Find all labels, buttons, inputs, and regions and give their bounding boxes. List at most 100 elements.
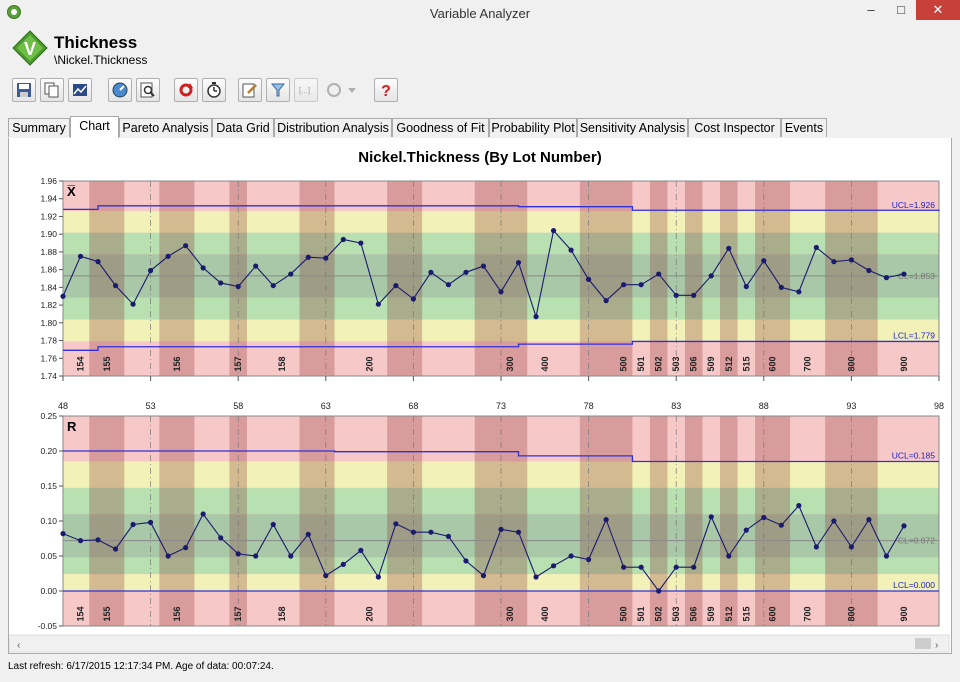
x-tick-label: 88	[759, 401, 769, 411]
lot-label: 502	[654, 356, 664, 371]
dropdown-icon[interactable]	[344, 78, 360, 102]
data-point	[183, 545, 189, 551]
lot-label: 700	[803, 606, 813, 621]
lot-label: 515	[741, 606, 751, 621]
minimize-button[interactable]: –	[867, 2, 875, 17]
data-point	[235, 283, 241, 290]
data-point	[445, 533, 452, 539]
undo-icon[interactable]	[322, 78, 346, 102]
lot-label: 155	[102, 356, 112, 371]
data-point	[761, 514, 767, 521]
data-point	[901, 523, 907, 529]
lot-label: 155	[102, 606, 112, 621]
data-point	[288, 553, 294, 559]
tab-pareto-analysis[interactable]: Pareto Analysis	[119, 118, 212, 137]
x-tick-label: 78	[584, 401, 594, 411]
data-point	[568, 247, 574, 253]
data-point	[130, 301, 136, 307]
data-point	[866, 517, 872, 523]
tab-summary[interactable]: Summary	[8, 118, 70, 137]
data-point	[743, 283, 749, 290]
window-titlebar: Variable Analyzer – □ ✕	[0, 0, 960, 27]
tab-goodness-of-fit[interactable]: Goodness of Fit	[392, 118, 489, 137]
data-point	[901, 271, 907, 277]
lot-label: 154	[76, 606, 86, 621]
x-tick-label: 63	[321, 401, 331, 411]
tab-cost-inspector[interactable]: Cost Inspector	[688, 118, 781, 137]
control-chart: Nickel.Thickness (By Lot Number) 1.96 1.94…	[9, 149, 950, 653]
preview-icon[interactable]	[136, 78, 160, 102]
lot-label: 157	[233, 356, 243, 371]
data-point	[253, 263, 259, 269]
data-point	[375, 574, 381, 580]
x-tick-label: 93	[846, 401, 856, 411]
data-point	[165, 553, 171, 559]
data-point	[673, 564, 679, 570]
y-tick-label: 1.92	[40, 211, 57, 221]
zoom-icon[interactable]	[108, 78, 132, 102]
copy-icon[interactable]	[40, 78, 64, 102]
plot-area-range: 0.25 0.20 0.15 0.10 0.05 0.00 -0.05 R CL=0.072 UC…	[38, 411, 940, 631]
data-point	[95, 259, 101, 265]
cl-label: CL=1.853	[898, 271, 935, 281]
tab-distribution-analysis[interactable]: Distribution Analysis	[274, 118, 392, 137]
horizontal-scrollbar[interactable]: ‹ ›	[9, 634, 950, 653]
tab-events[interactable]: Events	[781, 118, 827, 137]
y-tick-label: 1.82	[40, 300, 57, 310]
scrollbar-track	[9, 634, 950, 653]
data-point	[743, 527, 749, 533]
lot-label: 900	[899, 606, 909, 621]
tab-chart[interactable]: Chart	[70, 116, 119, 138]
close-button[interactable]: ✕	[916, 0, 960, 20]
lot-band	[229, 181, 247, 376]
save-icon[interactable]	[12, 78, 36, 102]
data-point	[533, 574, 539, 580]
help-icon[interactable]: ?	[374, 78, 398, 102]
data-point	[796, 503, 802, 509]
page-subtitle: \Nickel.Thickness	[54, 53, 148, 67]
sigma-zone	[63, 557, 939, 575]
data-point	[603, 517, 609, 523]
x-tick-label: 58	[233, 401, 243, 411]
data-point	[726, 553, 732, 559]
filter-icon[interactable]	[266, 78, 290, 102]
data-point	[463, 269, 469, 275]
x-tick-label: 68	[408, 401, 418, 411]
cl-label: CL=0.072	[898, 536, 935, 546]
range-icon[interactable]: [...]	[294, 78, 318, 102]
lot-label: 700	[803, 356, 813, 371]
data-point	[883, 553, 890, 559]
data-point	[410, 296, 416, 302]
tab-data-grid[interactable]: Data Grid	[212, 118, 274, 137]
lot-label: 800	[846, 356, 856, 371]
lot-label: 600	[768, 606, 778, 621]
lot-label: 500	[619, 606, 629, 621]
export-chart-icon[interactable]	[68, 78, 92, 102]
lot-label: 512	[724, 356, 734, 371]
toolbar: [...] ?	[8, 78, 952, 108]
data-point	[813, 244, 819, 251]
data-point	[866, 267, 872, 274]
lot-band	[825, 181, 878, 376]
refresh-icon[interactable]	[174, 78, 198, 102]
data-point	[568, 553, 574, 559]
edit-icon[interactable]	[238, 78, 262, 102]
data-point	[656, 271, 662, 277]
data-point	[515, 259, 522, 266]
timer-icon[interactable]	[202, 78, 226, 102]
data-point	[200, 511, 206, 517]
lot-band	[159, 416, 195, 626]
tab-sensitivity-analysis[interactable]: Sensitivity Analysis	[577, 118, 688, 137]
lcl-label: LCL=0.000	[893, 580, 935, 590]
data-point	[393, 521, 399, 527]
maximize-button[interactable]: □	[897, 2, 905, 17]
data-point	[305, 531, 311, 537]
x-tick-label: 48	[58, 401, 68, 411]
panel-label: R	[67, 419, 77, 434]
scrollbar-thumb	[915, 638, 931, 649]
tab-probability-plot[interactable]: Probability Plot	[489, 118, 577, 137]
data-point	[410, 529, 416, 535]
y-tick-label: 0.05	[40, 551, 57, 561]
data-point	[831, 259, 837, 265]
data-point	[848, 544, 855, 550]
